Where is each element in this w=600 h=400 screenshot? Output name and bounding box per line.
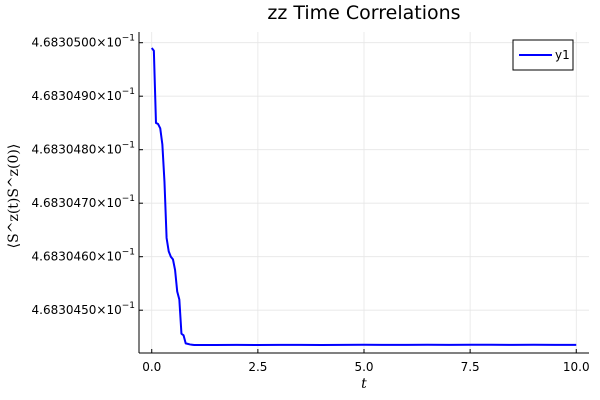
x-tick-label-4: 10.0	[563, 360, 590, 374]
x-axis-label: t	[361, 376, 367, 392]
plot-area	[150, 47, 577, 346]
grid-lines	[139, 32, 589, 353]
axes	[138, 32, 589, 354]
legend: y1	[512, 39, 574, 71]
series-line-y1	[150, 47, 577, 346]
chart-title: zz Time Correlations	[267, 2, 460, 24]
x-tick-label-0: 0.0	[142, 360, 161, 374]
y-axis-label: ⟨S^z(t)S^z(0)⟩	[6, 144, 22, 249]
x-tick-label-2: 5.0	[354, 360, 373, 374]
x-tick-label-1: 2.5	[248, 360, 267, 374]
y-tick-label-5: 4.6830450×10−1	[32, 301, 136, 317]
y-tick-label-2: 4.6830480×10−1	[32, 141, 136, 157]
x-tick-label-3: 7.5	[461, 360, 480, 374]
legend-label-y1: y1	[555, 48, 570, 62]
y-tick-label-3: 4.6830470×10−1	[32, 194, 136, 210]
y-tick-label-0: 4.6830500×10−1	[32, 34, 136, 50]
y-tick-label-4: 4.6830460×10−1	[32, 248, 136, 264]
tick-labels: 0.0 2.5 5.0 7.5 10.0 4.6830500×10−1 4.6830490×…	[32, 34, 590, 374]
y-tick-label-1: 4.6830490×10−1	[32, 87, 136, 103]
